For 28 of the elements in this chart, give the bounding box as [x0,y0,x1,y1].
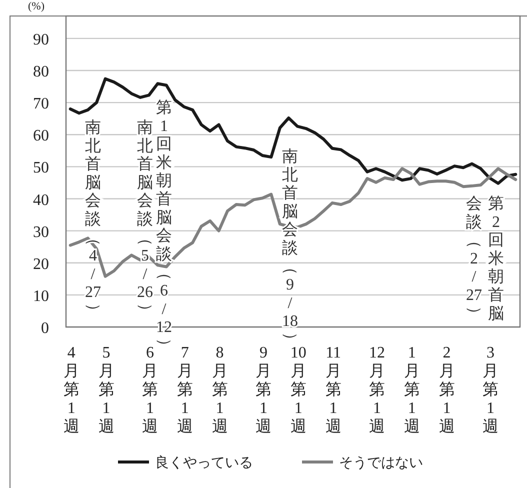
annotation: 第2回米朝首脳 [488,196,504,322]
annotation: 会談（2/27） [466,196,482,322]
x-tick-label: 12月第1週 [368,344,385,436]
x-tick-label: 7月第1週 [176,344,193,436]
x-tick-label: 4月第1週 [63,344,80,436]
legend-label: そうではない [339,456,423,471]
y-tick-label: 90 [33,31,49,48]
y-tick-label: 0 [41,320,49,337]
legend-label: 良くやっている [155,455,253,471]
x-tick-label: 11月第1週 [325,344,342,436]
y-tick-label: 30 [33,224,49,241]
x-tick-label: 8月第1週 [212,344,228,436]
y-tick-label: 20 [33,256,49,273]
y-axis-title: (%) [28,0,45,13]
y-tick-label: 60 [33,128,49,145]
y-tick-label: 40 [33,192,49,209]
y-tick-label: 10 [33,288,49,305]
x-tick-label: 6月第1週 [142,344,158,436]
x-tick-label: 10月第1週 [290,344,306,436]
x-tick-label: 2月第1週 [438,344,455,436]
y-tick-label: 50 [33,160,49,177]
x-tick-label: 9月第1週 [255,344,272,436]
annotation: 南北首脳会談（4/27） [84,120,102,319]
x-tick-label: 5月第1週 [98,344,114,436]
x-tick-label: 3月第1週 [482,344,498,436]
y-tick-label: 80 [33,64,49,81]
y-tick-label: 70 [33,96,49,113]
x-tick-label: 1月第1週 [404,344,420,436]
